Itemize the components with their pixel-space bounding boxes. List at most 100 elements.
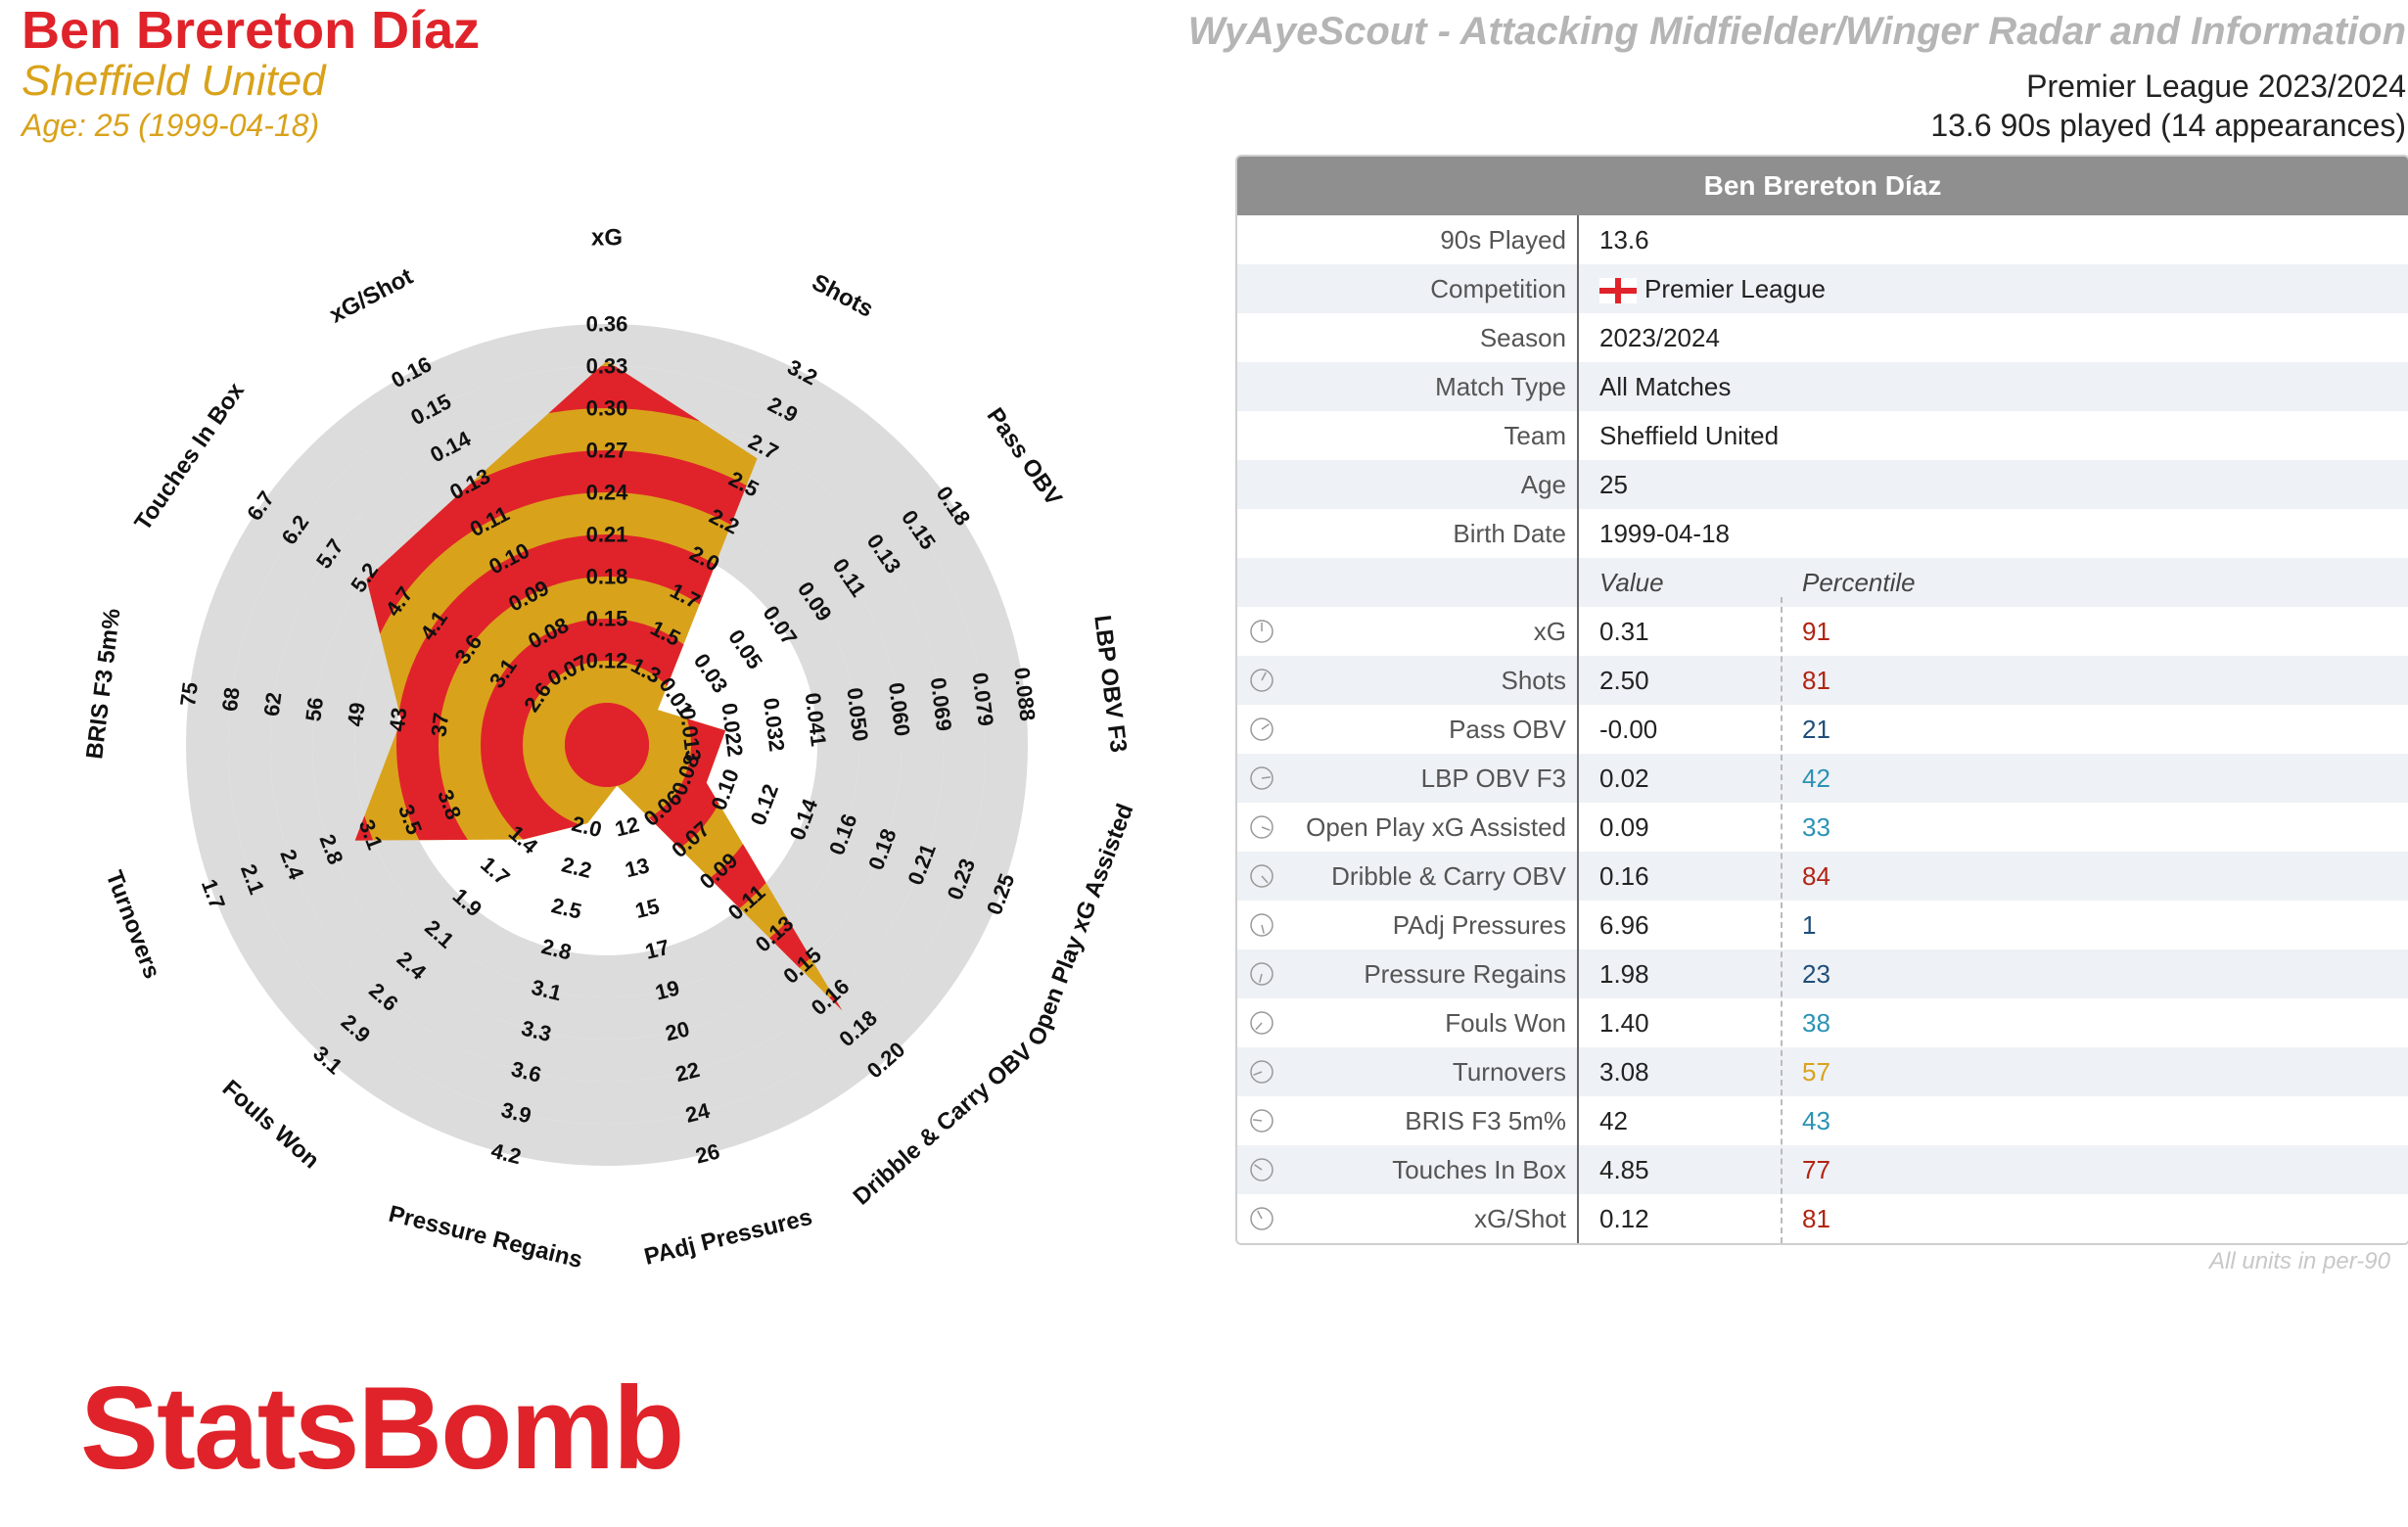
dial-icon — [1250, 717, 1273, 741]
statsbomb-logo: StatsBomb — [80, 1363, 684, 1494]
metric-row: Touches In Box 4.85 77 — [1237, 1145, 2408, 1194]
info-value: 25 — [1599, 470, 1628, 499]
metric-label: Pressure Regains — [1364, 959, 1566, 989]
dial-icon — [1250, 1207, 1273, 1230]
info-row: Season 2023/2024 — [1237, 313, 2408, 362]
metric-row: PAdj Pressures 6.96 1 — [1237, 901, 2408, 949]
axis-label: Shots — [808, 269, 878, 323]
info-value: 13.6 — [1599, 225, 1649, 254]
info-value: 1999-04-18 — [1599, 519, 1730, 548]
metric-row: Open Play xG Assisted 0.09 33 — [1237, 803, 2408, 852]
radar-center — [565, 703, 649, 787]
tick-label: 0.27 — [586, 439, 628, 463]
metric-percentile: 81 — [1802, 1204, 1830, 1233]
metric-row: Pressure Regains 1.98 23 — [1237, 949, 2408, 998]
metric-row: BRIS F3 5m% 42 43 — [1237, 1096, 2408, 1145]
metric-row: Pass OBV -0.00 21 — [1237, 705, 2408, 754]
axis-label: BRIS F3 5m% — [81, 607, 125, 761]
tick-label: 0.18 — [586, 565, 628, 589]
tick-label: 0.12 — [746, 781, 784, 829]
tick-label: 75 — [175, 681, 203, 708]
info-table: Ben Brereton Díaz 90s Played 13.6 Competit… — [1235, 155, 2408, 1245]
metric-value: 3.08 — [1599, 1057, 1649, 1087]
tick-label: 2.0 — [570, 811, 605, 843]
dial-icon — [1250, 1158, 1273, 1181]
info-row: Match Type All Matches — [1237, 362, 2408, 411]
tick-label: 13 — [623, 853, 652, 882]
dial-icon — [1250, 1011, 1273, 1035]
metric-value: -0.00 — [1599, 715, 1658, 744]
metric-row: Fouls Won 1.40 38 — [1237, 998, 2408, 1047]
dial-icon — [1250, 864, 1273, 888]
info-label: Match Type — [1435, 372, 1566, 401]
value-header: Value — [1599, 568, 1664, 597]
metric-percentile: 21 — [1802, 715, 1830, 744]
percentile-header: Percentile — [1802, 568, 1916, 597]
tick-label: 2.2 — [559, 853, 594, 884]
metric-value: 0.02 — [1599, 764, 1649, 793]
tick-label: 22 — [672, 1057, 702, 1087]
column-divider — [1577, 215, 1579, 1243]
metric-percentile: 38 — [1802, 1008, 1830, 1038]
metric-percentile: 1 — [1802, 910, 1817, 940]
info-label: Team — [1504, 421, 1566, 450]
info-row: Team Sheffield United — [1237, 411, 2408, 460]
player-name: Ben Brereton Díaz — [22, 1, 481, 60]
units-footnote: All units in per-90 — [2209, 1248, 2390, 1274]
tick-label: 0.032 — [759, 696, 789, 753]
info-row: Age 25 — [1237, 460, 2408, 509]
info-label: 90s Played — [1440, 225, 1566, 254]
metric-percentile: 43 — [1802, 1106, 1830, 1135]
info-row: 90s Played 13.6 — [1237, 215, 2408, 264]
tick-label: 49 — [343, 701, 370, 727]
info-value: All Matches — [1599, 372, 1732, 401]
shape-band — [354, 366, 843, 1011]
player-team: Sheffield United — [22, 57, 326, 105]
axis-label: Touches In Box — [129, 378, 250, 535]
dial-icon — [1250, 1109, 1273, 1133]
tick-label: 0.30 — [586, 396, 628, 421]
tick-label: 15 — [632, 894, 662, 923]
tick-label: 26 — [693, 1138, 722, 1168]
metric-label: xG/Shot — [1474, 1204, 1566, 1233]
tick-label: 0.24 — [586, 481, 629, 505]
england-flag-icon — [1599, 278, 1637, 304]
info-value: 2023/2024 — [1599, 323, 1720, 352]
report-title: WyAyeScout - Attacking Midfielder/Winger… — [1187, 10, 2406, 53]
tick-label: 0.03 — [689, 649, 733, 697]
tick-label: 19 — [653, 975, 682, 1004]
metric-value: 2.50 — [1599, 666, 1649, 695]
dial-icon — [1250, 962, 1273, 986]
axis-label: Fouls Won — [217, 1075, 324, 1174]
tick-label: 0.15 — [586, 607, 628, 631]
metric-label: LBP OBV F3 — [1420, 764, 1566, 793]
info-label: Competition — [1430, 274, 1566, 303]
metric-label: Turnovers — [1452, 1057, 1566, 1087]
dial-icon — [1250, 620, 1273, 643]
dial-icon — [1250, 913, 1273, 937]
metric-label: BRIS F3 5m% — [1405, 1106, 1566, 1135]
axis-label: Open Play xG Assisted — [1023, 800, 1138, 1048]
tick-label: 17 — [643, 935, 672, 964]
metric-row: xG/Shot 0.12 81 — [1237, 1194, 2408, 1243]
tick-label: 62 — [259, 691, 287, 717]
metric-label: Pass OBV — [1449, 715, 1566, 744]
axis-label: xG — [591, 225, 623, 252]
dial-icon — [1250, 669, 1273, 692]
tick-label: 43 — [385, 706, 412, 732]
tick-label: 0.12 — [586, 649, 628, 673]
metric-percentile: 33 — [1802, 812, 1830, 842]
metric-value: 1.40 — [1599, 1008, 1649, 1038]
metric-row: xG 0.31 91 — [1237, 607, 2408, 656]
metric-label: Dribble & Carry OBV — [1331, 861, 1566, 891]
metric-value: 0.09 — [1599, 812, 1649, 842]
metric-value: 42 — [1599, 1106, 1628, 1135]
metric-percentile: 42 — [1802, 764, 1830, 793]
metric-percentile: 81 — [1802, 666, 1830, 695]
info-label: Age — [1520, 470, 1566, 499]
metric-row: LBP OBV F3 0.02 42 — [1237, 754, 2408, 803]
radar-chart: 0.12 0.15 0.18 0.21 0.24 0.27 0.30 0.33 0.36 xG 1.… — [81, 225, 1138, 1274]
dial-icon — [1250, 815, 1273, 839]
metric-header-row: Value Percentile — [1237, 558, 2408, 607]
metric-value: 1.98 — [1599, 959, 1649, 989]
